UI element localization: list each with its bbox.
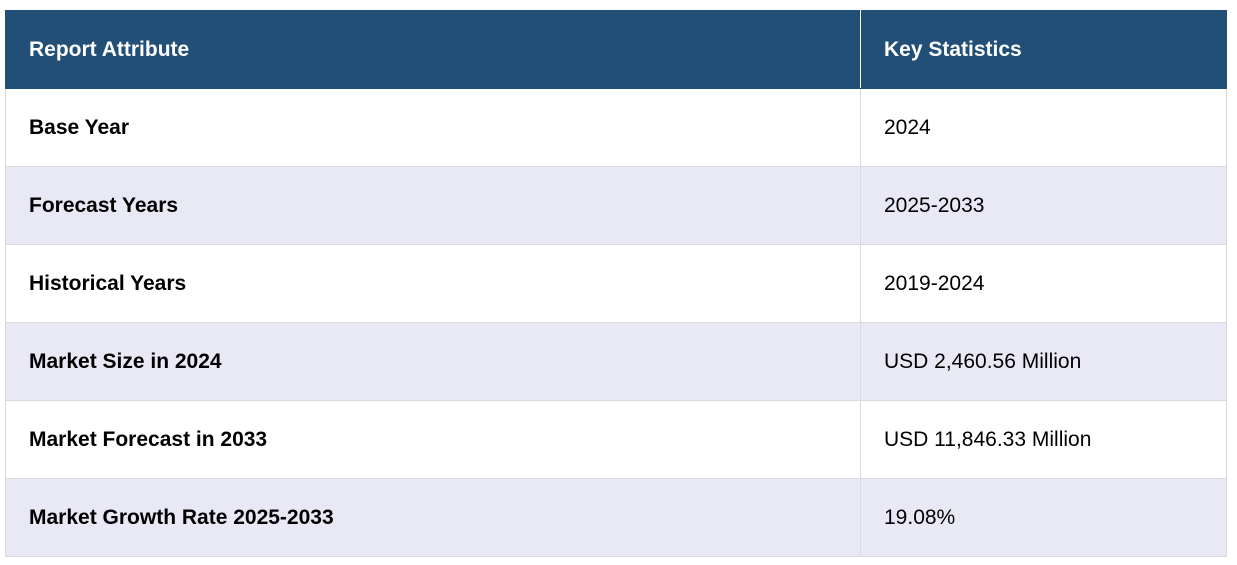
table-row: Market Growth Rate 2025-2033 19.08% (5, 478, 1227, 557)
attribute-cell: Market Growth Rate 2025-2033 (5, 478, 861, 557)
header-cell: Key Statistics (860, 10, 1227, 89)
value-cell: 2025-2033 (860, 166, 1227, 245)
value-cell: 2024 (860, 88, 1227, 167)
stats-table: Report Attribute Key Statistics Base Yea… (5, 10, 1227, 557)
table-row: Market Size in 2024 USD 2,460.56 Million (5, 322, 1227, 401)
table-row: Forecast Years 2025-2033 (5, 166, 1227, 245)
table-row: Market Forecast in 2033 USD 11,846.33 Mil… (5, 400, 1227, 479)
value-cell: USD 11,846.33 Million (860, 400, 1227, 479)
value-cell: 19.08% (860, 478, 1227, 557)
attribute-cell: Forecast Years (5, 166, 861, 245)
header-cell: Report Attribute (5, 10, 861, 89)
table-row: Base Year 2024 (5, 88, 1227, 167)
table-row: Historical Years 2019-2024 (5, 244, 1227, 323)
value-cell: USD 2,460.56 Million (860, 322, 1227, 401)
attribute-cell: Market Size in 2024 (5, 322, 861, 401)
attribute-cell: Base Year (5, 88, 861, 167)
attribute-cell: Historical Years (5, 244, 861, 323)
value-cell: 2019-2024 (860, 244, 1227, 323)
attribute-cell: Market Forecast in 2033 (5, 400, 861, 479)
header-row: Report Attribute Key Statistics (5, 10, 1227, 89)
